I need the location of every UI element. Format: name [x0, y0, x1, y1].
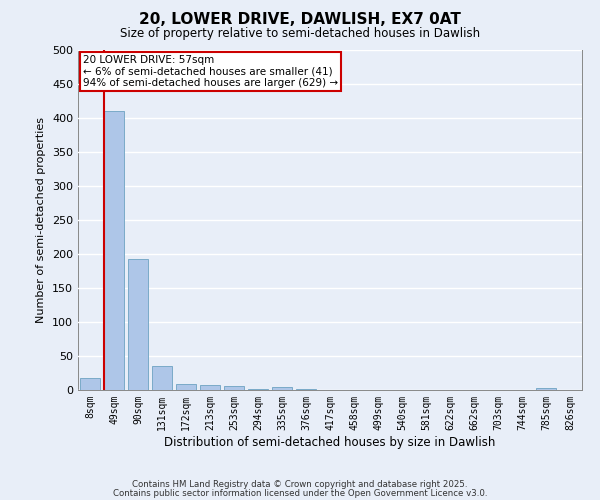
Text: 20 LOWER DRIVE: 57sqm
← 6% of semi-detached houses are smaller (41)
94% of semi-: 20 LOWER DRIVE: 57sqm ← 6% of semi-detac…	[83, 55, 338, 88]
Bar	[176, 384, 196, 390]
Bar	[224, 386, 244, 390]
Bar	[536, 388, 556, 390]
Text: 20, LOWER DRIVE, DAWLISH, EX7 0AT: 20, LOWER DRIVE, DAWLISH, EX7 0AT	[139, 12, 461, 28]
Text: Contains HM Land Registry data © Crown copyright and database right 2025.: Contains HM Land Registry data © Crown c…	[132, 480, 468, 489]
Bar	[104, 111, 124, 390]
Text: Contains public sector information licensed under the Open Government Licence v3: Contains public sector information licen…	[113, 488, 487, 498]
Y-axis label: Number of semi-detached properties: Number of semi-detached properties	[37, 117, 46, 323]
Text: Size of property relative to semi-detached houses in Dawlish: Size of property relative to semi-detach…	[120, 28, 480, 40]
X-axis label: Distribution of semi-detached houses by size in Dawlish: Distribution of semi-detached houses by …	[164, 436, 496, 448]
Bar	[128, 259, 148, 390]
Bar	[80, 378, 100, 390]
Bar	[152, 366, 172, 390]
Bar	[200, 384, 220, 390]
Bar	[272, 386, 292, 390]
